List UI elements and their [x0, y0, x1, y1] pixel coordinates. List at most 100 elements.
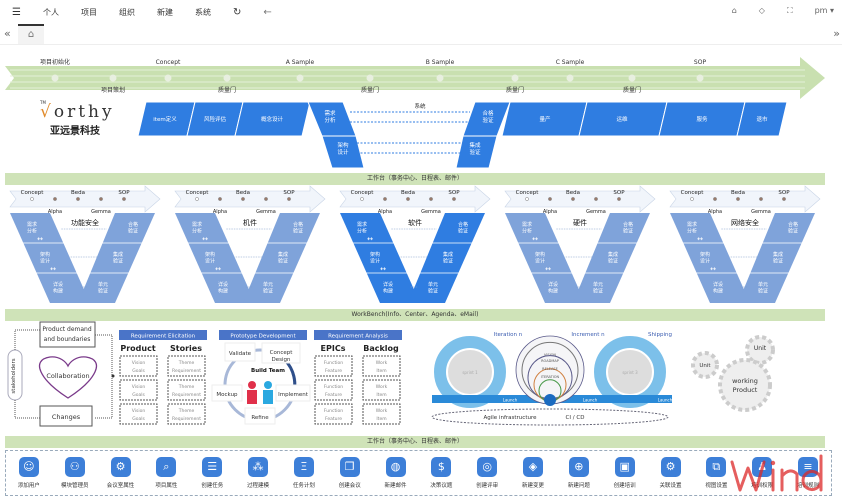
v-milestone-label: SOP — [613, 190, 625, 196]
v-model-title: 硬件 — [573, 218, 587, 227]
nav-item[interactable]: 项目 — [80, 7, 97, 17]
quality-gate-label: 项目策划 — [101, 86, 125, 94]
v-timeline-dot — [195, 197, 199, 201]
v-right-arm — [243, 213, 320, 303]
backlog-heading: Backlog — [363, 344, 399, 353]
process-label: 风险评估 — [204, 115, 227, 123]
theme-card-line: Theme — [178, 360, 195, 366]
v-timeline-dot — [617, 197, 621, 201]
v-left-label: 架构设计 — [700, 251, 710, 265]
home-icon[interactable]: ⌂ — [18, 24, 44, 44]
workbench-bar[interactable]: 工作台（事务中心、日程表、邮件） — [5, 173, 825, 185]
milestone-dot — [164, 74, 172, 82]
theme-card-line: Requirement — [172, 368, 201, 374]
action-training[interactable]: ▣ 创建培训 — [603, 457, 647, 489]
nav-item[interactable]: 新建 — [156, 7, 173, 17]
demand-label: and boundaries — [44, 336, 91, 343]
user-menu[interactable]: pm ▾ — [814, 6, 834, 15]
increment-label: Increment n — [571, 332, 605, 338]
v-timeline-arrow — [504, 185, 656, 213]
v-timeline-dot — [122, 197, 126, 201]
menu-icon[interactable]: ☰ — [12, 6, 21, 18]
v-timeline-dot — [264, 197, 268, 201]
tab-bar: « ⌂ » — [0, 24, 842, 45]
action-task[interactable]: ☰ 创建任务 — [190, 457, 234, 489]
action-label: 添加用户 — [17, 483, 40, 489]
circle-label: ROADMAP — [541, 359, 559, 363]
vision-card-line: Vision — [132, 360, 146, 366]
action-label: 培训权限 — [751, 483, 774, 489]
action-meeting[interactable]: ❐ 创建会议 — [328, 457, 372, 489]
meeting-icon: ❐ — [339, 457, 360, 477]
action-label: 创建评审 — [476, 483, 499, 489]
milestone-label: 项目初始化 — [40, 58, 70, 66]
action-view-settings[interactable]: ⧉ 视图设置 — [694, 457, 738, 489]
action-training-rule[interactable]: ≡ 培训规则 — [786, 457, 830, 489]
module-admin-icon: ⚇ — [64, 457, 85, 477]
refresh-icon[interactable]: ↻ — [232, 6, 242, 18]
function-card-line: Feature — [325, 392, 342, 398]
v-left-label: 架构设计 — [40, 251, 50, 265]
v-right-label: 合格验证 — [788, 221, 798, 235]
v-left-label: 架构设计 — [205, 251, 215, 265]
sync-icon: ↔ — [697, 235, 703, 243]
milestone-dot — [366, 74, 374, 82]
action-add-user[interactable]: ☺ 添加用户 — [7, 457, 51, 489]
bottom-workbench-bar[interactable]: 工作台（事务中心、日程表、邮件） — [5, 436, 825, 448]
action-project-search[interactable]: ⌕ 项目属性 — [144, 457, 188, 489]
nav-item[interactable]: 系统 — [194, 7, 211, 17]
v-left-label: 详设构建 — [713, 281, 723, 295]
top-nav: ☰ 个人 项目 组织 新建 系统 ↻ ← ⌂ ◇ ⛶ pm ▾ — [0, 0, 842, 24]
action-task-plan[interactable]: Ξ 任务计划 — [282, 457, 326, 489]
v-right-label: 单元验证 — [263, 281, 273, 295]
vision-card-line: Goals — [132, 368, 145, 374]
v-right-label: 集成验证 — [443, 251, 453, 265]
v-left-label: 需求分析 — [27, 221, 37, 235]
v-right-arm — [573, 213, 650, 303]
action-module-admin[interactable]: ⚇ 模块管理员 — [53, 457, 97, 489]
action-training-permission[interactable]: ♟ 培训权限 — [740, 457, 784, 489]
stakeholders-label: stakeholders — [11, 358, 17, 393]
v-timeline-dot — [759, 197, 763, 201]
v-right-label: 合格验证 — [128, 221, 138, 235]
action-globe-mail[interactable]: ◍ 新建邮件 — [374, 457, 418, 489]
work-card — [362, 379, 401, 401]
action-decision[interactable]: $ 决策议题 — [419, 457, 463, 489]
action-gear[interactable]: ⚙ 会议室属性 — [99, 457, 143, 489]
action-review[interactable]: ◎ 创建评审 — [465, 457, 509, 489]
v-milestone-label: Gemma — [751, 209, 771, 215]
action-label: 决策议题 — [430, 483, 453, 489]
system-label: 系统 — [414, 102, 426, 110]
work-card-line: Work — [376, 360, 388, 366]
v-milestone-label: Alpha — [708, 209, 722, 215]
decision-icon: $ — [431, 457, 452, 477]
logo: TM √orthy 亚远景科技 — [40, 100, 115, 137]
scroll-left-button[interactable]: « — [4, 27, 11, 40]
v-left-label: 详设构建 — [383, 281, 393, 295]
tag-icon[interactable]: ◇ — [758, 6, 765, 15]
concept-label: Design — [272, 357, 292, 363]
shipping-label: Shipping — [648, 332, 672, 338]
v-right-label: 单元验证 — [98, 281, 108, 295]
nav-item[interactable]: 个人 — [42, 7, 59, 17]
action-issue[interactable]: ⊕ 新建问题 — [557, 457, 601, 489]
process-label: 运维 — [616, 115, 628, 123]
circle-label: ITERATION — [541, 375, 560, 379]
working-product-label: Product — [733, 386, 758, 394]
v-left-label: 架构设计 — [370, 251, 380, 265]
v-right-label: 合格验证 — [293, 221, 303, 235]
project-search-icon: ⌕ — [156, 457, 177, 477]
scroll-right-button[interactable]: » — [833, 27, 840, 40]
back-arrow-icon[interactable]: ← — [263, 6, 272, 18]
nav-item[interactable]: 组织 — [118, 7, 135, 17]
theme-card — [167, 403, 206, 425]
implement-box — [275, 384, 311, 402]
action-change[interactable]: ◈ 新建变更 — [511, 457, 555, 489]
action-process-model[interactable]: ⁂ 过程建模 — [236, 457, 280, 489]
cloud-icon[interactable]: ⌂ — [731, 6, 737, 15]
workbench-info-bar[interactable]: WorkBench(Info、Center、Agenda、eMail) — [5, 309, 825, 321]
sync-icon: ↔ — [532, 235, 538, 243]
action-link-settings[interactable]: ⚙ 关联设置 — [649, 457, 693, 489]
fullscreen-icon[interactable]: ⛶ — [786, 6, 793, 15]
implement-label: Implement — [278, 392, 309, 398]
